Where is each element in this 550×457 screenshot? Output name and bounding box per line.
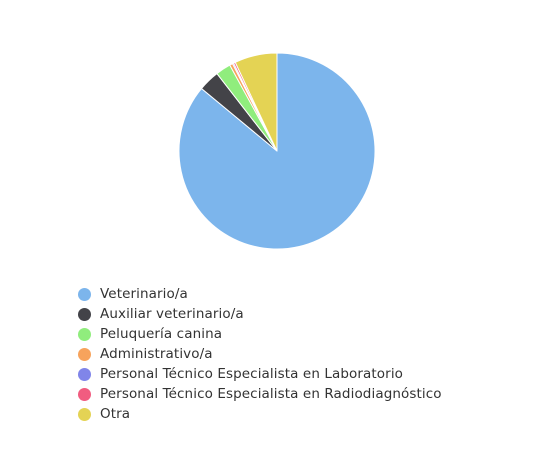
- legend-label: Administrativo/a: [100, 346, 213, 362]
- legend-label: Veterinario/a: [100, 286, 188, 302]
- legend-swatch-icon: [78, 327, 91, 341]
- legend-item-veterinario-a[interactable]: Veterinario/a: [78, 284, 442, 304]
- legend-label: Auxiliar veterinario/a: [100, 306, 244, 322]
- pie-slices: [178, 52, 376, 250]
- legend-label: Otra: [100, 406, 131, 422]
- legend-item-peluqueria-canina[interactable]: Peluquería canina: [78, 324, 442, 344]
- legend-swatch-icon: [78, 287, 91, 301]
- legend-item-administrativo-a[interactable]: Administrativo/a: [78, 344, 442, 364]
- pie-slice-otra[interactable]: [234, 52, 278, 152]
- legend-swatch-icon: [78, 407, 91, 421]
- legend-swatch-icon: [78, 347, 91, 361]
- chart-legend: Veterinario/a Auxiliar veterinario/a Peluq…: [78, 284, 442, 424]
- legend-swatch-icon: [78, 367, 91, 381]
- legend-swatch-icon: [78, 307, 91, 321]
- legend-item-personal-tecnico-especialista-en-radiodiagnostico[interactable]: Personal Técnico Especialista en Radiodi…: [78, 384, 442, 404]
- legend-swatch-icon: [78, 387, 91, 401]
- legend-label: Personal Técnico Especialista en Laborat…: [100, 366, 404, 382]
- legend-item-otra[interactable]: Otra: [78, 404, 442, 424]
- legend-item-personal-tecnico-especialista-en-laboratorio[interactable]: Personal Técnico Especialista en Laborat…: [78, 364, 442, 384]
- legend-label: Peluquería canina: [100, 326, 223, 342]
- legend-label: Personal Técnico Especialista en Radiodi…: [100, 386, 442, 402]
- pie-chart: [178, 52, 376, 250]
- legend-item-auxiliar-veterinario-a[interactable]: Auxiliar veterinario/a: [78, 304, 442, 324]
